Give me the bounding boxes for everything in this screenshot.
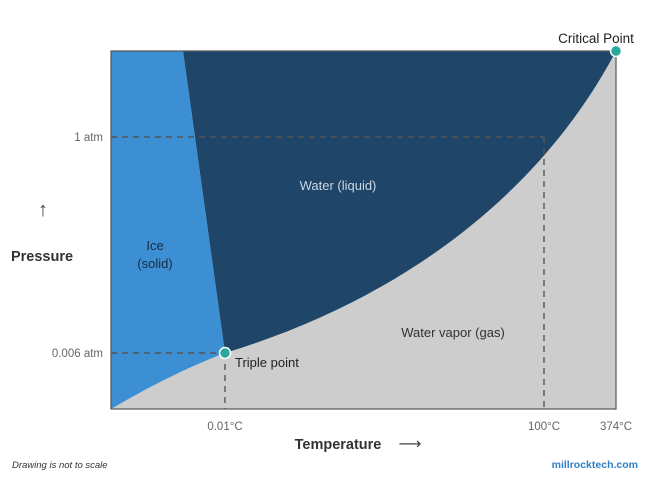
y-axis-label: Pressure [11,249,73,265]
liquid-label: Water (liquid) [300,178,377,193]
footer-brand: millrocktech.com [552,459,638,471]
solid-region [111,51,225,409]
x-tick-374c: 374°C [600,421,632,433]
liquid-region [183,51,616,353]
solid-label-1: Ice [146,238,163,253]
critical-point-label: Critical Point [558,31,634,46]
x-axis-label: Temperature [295,437,382,453]
guide-lines [111,136,545,409]
triple-point-marker [218,346,232,360]
triple-point-label: Triple point [235,355,299,370]
x-axis-arrow: ⟶ [399,436,422,453]
x-tick-001c: 0.01°C [207,421,242,433]
footer-note: Drawing is not to scale [12,460,108,471]
plot-frame [110,50,617,410]
gas-label: Water vapor (gas) [401,325,505,340]
solid-label-2: (solid) [137,256,172,271]
y-tick-1atm: 1 atm [74,132,103,144]
x-tick-100c: 100°C [528,421,560,433]
y-axis-arrow: ↑ [38,199,48,221]
y-tick-0006atm: 0.006 atm [52,348,103,360]
critical-point-marker [609,44,623,58]
